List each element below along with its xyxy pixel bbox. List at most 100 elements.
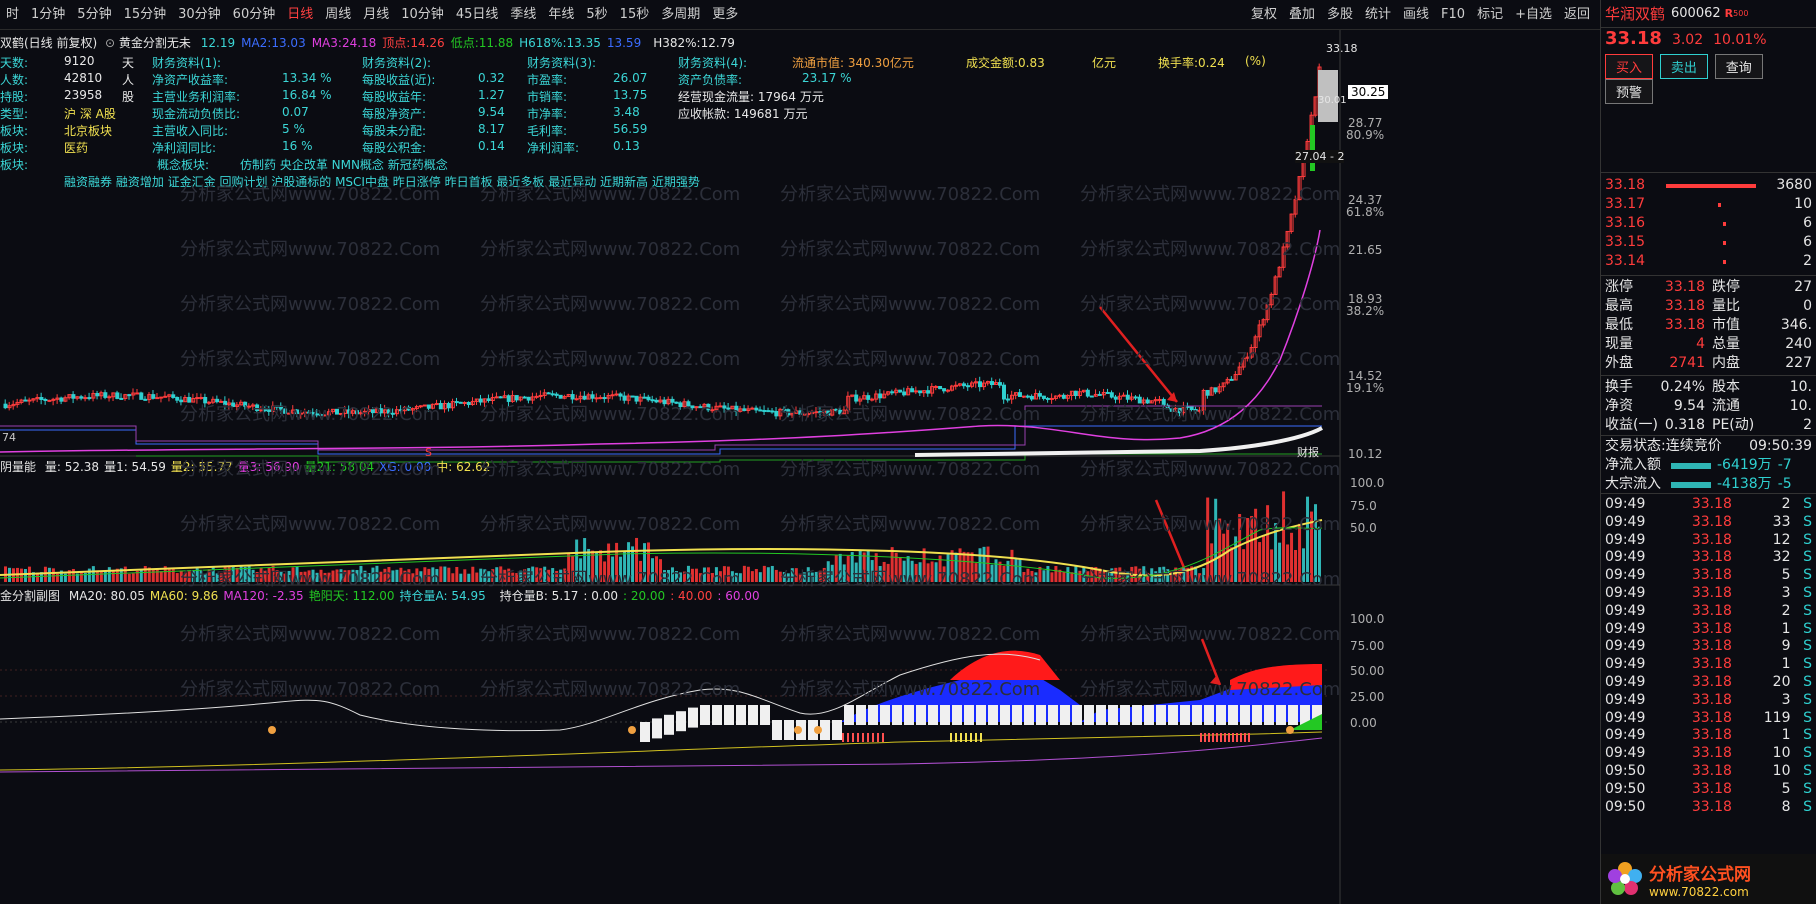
tool-button[interactable]: F10 (1441, 7, 1466, 22)
period-tab[interactable]: 1分钟 (31, 6, 66, 22)
volume-bar (203, 573, 207, 582)
volume-bar (814, 571, 818, 582)
white-bar (868, 705, 878, 725)
tool-button[interactable]: 多股 (1326, 7, 1353, 22)
tool-button[interactable]: 复权 (1250, 7, 1277, 22)
candle-body (1133, 396, 1138, 399)
volume-bar (998, 561, 1002, 582)
sell-level-row[interactable]: 33.16 6 (1601, 214, 1816, 233)
volume-bar (19, 568, 23, 582)
volume-bar (567, 554, 571, 582)
candle-body (438, 403, 443, 410)
candle-body (1161, 398, 1166, 406)
candle-body (1269, 293, 1274, 306)
candle-body (87, 397, 92, 400)
inflow-bar (1671, 463, 1711, 469)
volume-bar (415, 568, 419, 582)
volume-bar (387, 567, 391, 582)
period-tab[interactable]: 15分钟 (123, 6, 167, 22)
volume-bar (1170, 572, 1174, 582)
candle-body (1213, 387, 1218, 393)
indicator-name[interactable]: 黄金分割无未 (118, 36, 191, 50)
stock-code: 600062 (1671, 6, 1721, 21)
volume-bar (407, 569, 411, 582)
tool-button[interactable]: +自选 (1515, 7, 1552, 22)
candle-body (19, 399, 24, 403)
stat-label: 内盘 (1712, 355, 1740, 371)
period-tab[interactable]: 5分钟 (77, 6, 112, 22)
candle-body (390, 412, 395, 415)
period-tab[interactable]: 月线 (363, 6, 390, 22)
tool-button[interactable]: 画线 (1403, 7, 1430, 22)
period-tab[interactable]: 季线 (510, 6, 537, 22)
tick-row: 09:49 33.18 12 S (1601, 532, 1816, 550)
candle-body (303, 411, 308, 414)
tool-button[interactable]: 统计 (1365, 7, 1392, 22)
kline-chart-area[interactable]: 双鹤(日线 前复权) ⊙ 黄金分割无未 12.19 MA2:13.03 MA3:24… (0, 30, 1597, 904)
sell-button[interactable]: 卖出 (1659, 54, 1708, 79)
period-tab[interactable]: 年线 (548, 6, 575, 22)
sell-level-row[interactable]: 33.18 3680 (1601, 176, 1816, 195)
volume-bar (175, 573, 179, 582)
tick-volume: 12 (1772, 531, 1791, 548)
volume-bar (1242, 549, 1246, 582)
period-tab[interactable]: 时 (6, 6, 20, 22)
tick-time: 09:49 (1605, 727, 1646, 744)
buy-button[interactable]: 买入 (1605, 54, 1654, 79)
candle-body (850, 394, 855, 397)
volume-bar (874, 553, 878, 582)
sell-level-row[interactable]: 33.15 6 (1601, 233, 1816, 252)
period-tab[interactable]: 60分钟 (232, 6, 276, 22)
volume-bar (67, 570, 71, 582)
tick-list[interactable]: 09:49 33.18 2 S 09:49 33.18 33 S 09:49 33.18 12 S 09… (1601, 494, 1816, 816)
volume-bar (571, 556, 575, 582)
sell-level-row[interactable]: 33.17 10 (1601, 195, 1816, 214)
volume-bar (1298, 523, 1302, 582)
price-tick: 24.37 (1348, 193, 1383, 207)
candle-body (1109, 392, 1114, 398)
candle-body (930, 386, 935, 394)
period-tabs: 时 1分钟 5分钟 15分钟 30分钟 60分钟 日线 周线 月线 10分钟 45日线 季线 年线 5秒 1… (0, 0, 744, 30)
query-button[interactable]: 查询 (1714, 54, 1763, 79)
period-tab[interactable]: 更多 (712, 6, 739, 22)
alert-button[interactable]: 预警 (1605, 79, 1654, 104)
period-tab[interactable]: 多周期 (661, 6, 701, 22)
sell-volume: 6 (1803, 234, 1812, 250)
white-bar (760, 705, 770, 725)
period-tab[interactable]: 10分钟 (401, 6, 444, 22)
candle-body (542, 392, 547, 396)
buy-tick (1212, 733, 1214, 742)
volume-bar (599, 550, 603, 582)
period-tab[interactable]: 30分钟 (178, 6, 221, 22)
candle-body (678, 402, 683, 408)
white-bar (1228, 705, 1238, 725)
period-tab[interactable]: 5秒 (586, 6, 608, 22)
stat-pair: 内盘 227 (1712, 354, 1812, 373)
period-tab[interactable]: 15秒 (619, 6, 650, 22)
tool-button[interactable]: 叠加 (1288, 7, 1315, 22)
fin-label: 市净率: (527, 107, 568, 121)
period-tab[interactable]: 日线 (287, 6, 314, 22)
pct-tick: 80.9% (1346, 128, 1385, 142)
candle-body (31, 398, 36, 401)
golden-value: : 60.00 (717, 589, 760, 603)
tool-button[interactable]: 标记 (1477, 7, 1504, 22)
sell-level-row[interactable]: 33.14 2 (1601, 252, 1816, 271)
volume-header: 阴量能 量: 52.38 量1: 54.59 量2: 55.77 量3: 56.90 量… (0, 458, 490, 475)
volume-bar (219, 573, 223, 582)
tool-button[interactable]: 返回 (1563, 7, 1590, 22)
period-tab[interactable]: 45日线 (455, 6, 499, 22)
candle-body (1169, 408, 1174, 412)
net-inflow-label: 净流入额 (1605, 457, 1661, 473)
tick-price: 33.18 (1691, 496, 1732, 512)
tick-side: S (1803, 620, 1812, 637)
period-tab[interactable]: 周线 (325, 6, 352, 22)
chart-canvas[interactable] (0, 30, 1597, 904)
volume-bar (1294, 549, 1298, 582)
expand-icon[interactable]: ⊙ (105, 36, 116, 50)
candle-body (354, 410, 359, 415)
volume-bar (930, 561, 934, 582)
candle-body (55, 397, 60, 400)
candle-body (195, 397, 200, 400)
volume-bar (1122, 572, 1126, 582)
